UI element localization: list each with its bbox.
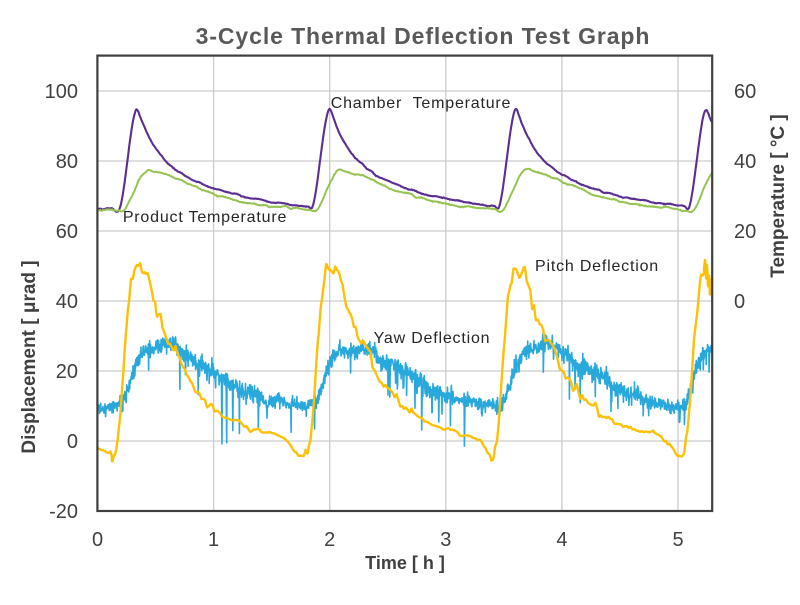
- svg-text:5: 5: [672, 529, 683, 551]
- svg-text:Product Temperature: Product Temperature: [123, 209, 287, 226]
- svg-text:80: 80: [56, 151, 78, 173]
- svg-text:Time [ h ]: Time [ h ]: [365, 553, 445, 573]
- svg-text:3: 3: [440, 529, 451, 551]
- svg-text:3-Cycle Thermal Deflection Tes: 3-Cycle Thermal Deflection Test Graph: [196, 23, 651, 49]
- svg-text:40: 40: [734, 151, 756, 173]
- svg-text:60: 60: [734, 81, 756, 103]
- svg-text:-20: -20: [49, 501, 78, 523]
- svg-text:0: 0: [67, 431, 78, 453]
- svg-text:Yaw Deflection: Yaw Deflection: [374, 330, 491, 347]
- svg-text:Displacement [ μrad ]: Displacement [ μrad ]: [19, 260, 40, 453]
- svg-text:20: 20: [56, 361, 78, 383]
- svg-text:Temperature [ °C ]: Temperature [ °C ]: [768, 114, 789, 278]
- svg-text:Chamber Temperature: Chamber Temperature: [331, 95, 512, 112]
- svg-text:100: 100: [45, 81, 78, 103]
- svg-text:40: 40: [56, 291, 78, 313]
- svg-text:4: 4: [556, 529, 567, 551]
- svg-text:0: 0: [92, 529, 103, 551]
- svg-text:2: 2: [324, 529, 335, 551]
- svg-text:20: 20: [734, 221, 756, 243]
- svg-text:Pitch Deflection: Pitch Deflection: [535, 258, 659, 275]
- svg-text:1: 1: [208, 529, 219, 551]
- svg-text:60: 60: [56, 221, 78, 243]
- svg-text:0: 0: [734, 291, 745, 313]
